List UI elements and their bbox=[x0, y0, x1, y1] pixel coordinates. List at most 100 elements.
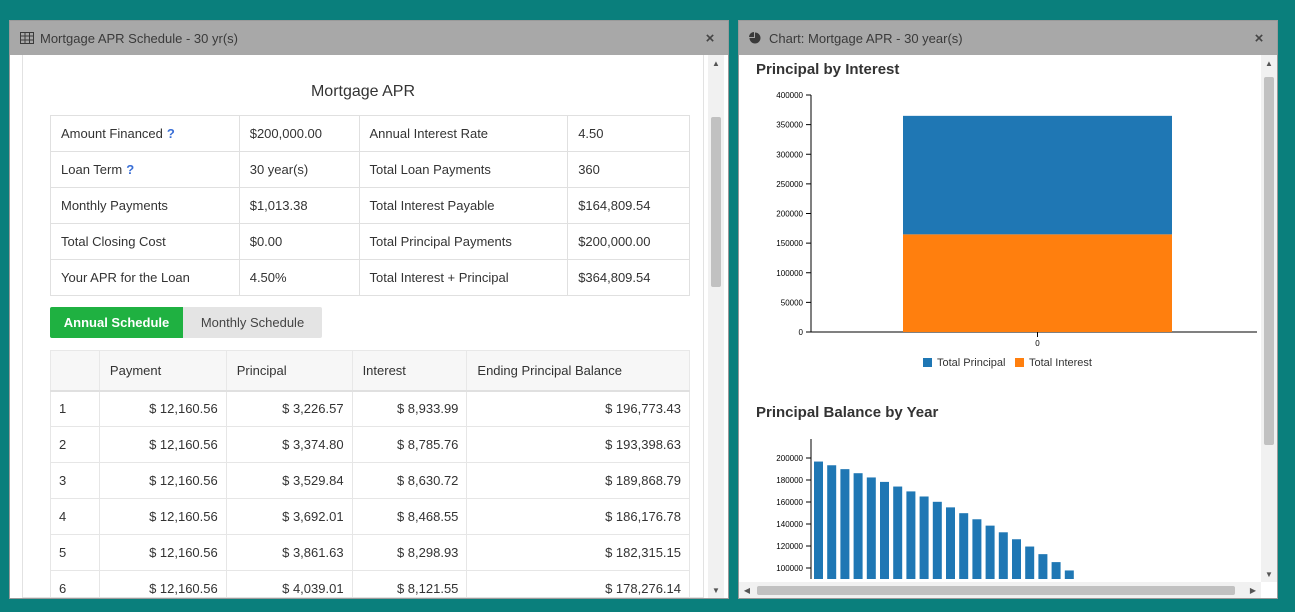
tab-annual-schedule[interactable]: Annual Schedule bbox=[50, 307, 183, 338]
scroll-thumb[interactable] bbox=[711, 117, 721, 287]
summary-label: Annual Interest Rate bbox=[358, 115, 569, 152]
bar-year-4 bbox=[853, 473, 863, 579]
cell-ending-principal-balance: $ 182,315.15 bbox=[466, 534, 690, 571]
summary-row: Loan Term? 30 year(s) Total Loan Payments 3… bbox=[50, 151, 690, 188]
cell-interest: $ 8,785.76 bbox=[351, 426, 468, 463]
schedule-window-titlebar[interactable]: Mortgage APR Schedule - 30 yr(s) × bbox=[10, 21, 728, 55]
summary-value-text: $200,000.00 bbox=[578, 234, 651, 249]
summary-row: Your APR for the Loan 4.50% Total Interest… bbox=[50, 259, 690, 296]
annual-schedule-table: Payment Principal Interest Ending Principal… bbox=[50, 350, 690, 597]
cell-ending-principal-balance: $ 193,398.63 bbox=[466, 426, 690, 463]
y-tick-label: 180000 bbox=[776, 476, 803, 485]
summary-label: Total Principal Payments bbox=[358, 223, 569, 260]
summary-value: $200,000.00 bbox=[567, 223, 690, 260]
column-header[interactable]: Ending Principal Balance bbox=[466, 350, 690, 392]
summary-label: Your APR for the Loan bbox=[50, 259, 240, 296]
cell-interest: $ 8,630.72 bbox=[351, 462, 468, 499]
column-header[interactable]: Interest bbox=[351, 350, 468, 392]
y-tick-label: 300000 bbox=[776, 150, 803, 159]
scroll-down-icon[interactable]: ▼ bbox=[1265, 569, 1273, 579]
summary-value: 4.50 bbox=[567, 115, 690, 152]
window-title: Chart: Mortgage APR - 30 year(s) bbox=[769, 30, 963, 46]
summary-value: $164,809.54 bbox=[567, 187, 690, 224]
horizontal-scrollbar[interactable]: ◀ ▶ bbox=[739, 582, 1261, 598]
bar-year-1 bbox=[814, 461, 823, 579]
summary-value: $200,000.00 bbox=[238, 115, 360, 152]
scroll-down-icon[interactable]: ▼ bbox=[712, 585, 720, 595]
summary-label-text: Total Loan Payments bbox=[369, 162, 491, 177]
row-number: 1 bbox=[50, 390, 100, 427]
principal-balance-by-year-chart: 100000 120000 140000 160000 180000 200000 bbox=[776, 439, 1074, 579]
y-tick-label: 100000 bbox=[776, 564, 803, 573]
y-tick-label: 250000 bbox=[776, 180, 803, 189]
bar-year-3 bbox=[840, 469, 850, 579]
scroll-left-icon[interactable]: ◀ bbox=[743, 585, 751, 595]
summary-value: 4.50% bbox=[238, 259, 360, 296]
summary-label: Total Interest + Principal bbox=[358, 259, 569, 296]
y-tick-label: 120000 bbox=[776, 542, 803, 551]
cell-ending-principal-balance: $ 178,276.14 bbox=[466, 570, 690, 597]
column-header[interactable] bbox=[50, 350, 100, 392]
scroll-right-icon[interactable]: ▶ bbox=[1249, 585, 1257, 595]
y-tick-label: 100000 bbox=[776, 269, 803, 278]
summary-label: Loan Term? bbox=[50, 151, 240, 188]
scroll-thumb[interactable] bbox=[1264, 77, 1274, 445]
cell-payment: $ 12,160.56 bbox=[98, 462, 227, 499]
chart-window-titlebar[interactable]: Chart: Mortgage APR - 30 year(s) × bbox=[739, 21, 1277, 55]
column-header[interactable]: Payment bbox=[98, 350, 227, 392]
vertical-scrollbar[interactable]: ▲ ▼ bbox=[708, 55, 724, 598]
summary-table: Amount Financed? $200,000.00 Annual Intere… bbox=[50, 115, 690, 296]
cell-principal: $ 3,861.63 bbox=[225, 534, 353, 571]
bar-year-13 bbox=[972, 519, 982, 579]
y-tick-label: 350000 bbox=[776, 121, 803, 130]
table-row: 3 $ 12,160.56 $ 3,529.84 $ 8,630.72 $ 189,86… bbox=[50, 462, 690, 499]
row-number: 3 bbox=[50, 462, 100, 499]
cell-interest: $ 8,933.99 bbox=[351, 390, 468, 427]
cell-principal: $ 3,226.57 bbox=[225, 390, 353, 427]
y-tick-label: 200000 bbox=[776, 454, 803, 463]
y-tick-label: 140000 bbox=[776, 520, 803, 529]
column-header[interactable]: Principal bbox=[225, 350, 353, 392]
cell-ending-principal-balance: $ 186,176.78 bbox=[466, 498, 690, 535]
summary-label: Amount Financed? bbox=[50, 115, 240, 152]
scroll-up-icon[interactable]: ▲ bbox=[1265, 58, 1273, 68]
pie-chart-icon bbox=[749, 32, 763, 44]
summary-row: Monthly Payments $1,013.38 Total Interest … bbox=[50, 187, 690, 224]
table-row: 5 $ 12,160.56 $ 3,861.63 $ 8,298.93 $ 182,31… bbox=[50, 534, 690, 571]
bar-year-8 bbox=[906, 491, 916, 579]
bar-year-6 bbox=[880, 481, 889, 579]
chart-window: Chart: Mortgage APR - 30 year(s) × Princ… bbox=[738, 20, 1278, 599]
y-tick-label: 160000 bbox=[776, 498, 803, 507]
cell-principal: $ 3,529.84 bbox=[225, 462, 353, 499]
scroll-thumb[interactable] bbox=[757, 586, 1235, 595]
legend-swatch bbox=[1015, 358, 1024, 367]
window-title: Mortgage APR Schedule - 30 yr(s) bbox=[40, 30, 238, 46]
tab-monthly-schedule[interactable]: Monthly Schedule bbox=[183, 307, 322, 338]
bar-year-17 bbox=[1025, 546, 1035, 579]
cell-ending-principal-balance: $ 196,773.43 bbox=[466, 390, 690, 427]
summary-value-text: 30 year(s) bbox=[249, 162, 309, 177]
legend-label: Total Principal bbox=[937, 357, 1005, 369]
bar-year-19 bbox=[1051, 562, 1061, 579]
cell-principal: $ 4,039.01 bbox=[225, 570, 353, 597]
row-number: 4 bbox=[50, 498, 100, 535]
summary-label: Total Loan Payments bbox=[358, 151, 569, 188]
row-number: 5 bbox=[50, 534, 100, 571]
summary-label-text: Your APR for the Loan bbox=[61, 270, 190, 285]
chart-content: Principal by Interest 0 50000 100000 150000… bbox=[739, 55, 1277, 598]
help-icon[interactable]: ? bbox=[126, 162, 135, 177]
close-icon[interactable]: × bbox=[1254, 29, 1264, 47]
bar-year-14 bbox=[985, 525, 995, 579]
table-row: 2 $ 12,160.56 $ 3,374.80 $ 8,785.76 $ 193,39… bbox=[50, 426, 690, 463]
cell-payment: $ 12,160.56 bbox=[98, 498, 227, 535]
scroll-up-icon[interactable]: ▲ bbox=[712, 58, 720, 68]
bar-year-18 bbox=[1038, 554, 1048, 579]
summary-label-text: Annual Interest Rate bbox=[369, 126, 489, 141]
summary-label: Total Interest Payable bbox=[358, 187, 569, 224]
summary-value: $1,013.38 bbox=[238, 187, 360, 224]
summary-value: $364,809.54 bbox=[567, 259, 690, 296]
help-icon[interactable]: ? bbox=[166, 126, 175, 141]
vertical-scrollbar[interactable]: ▲ ▼ bbox=[1261, 55, 1277, 582]
close-icon[interactable]: × bbox=[705, 29, 715, 47]
bar-total-interest bbox=[903, 234, 1172, 332]
